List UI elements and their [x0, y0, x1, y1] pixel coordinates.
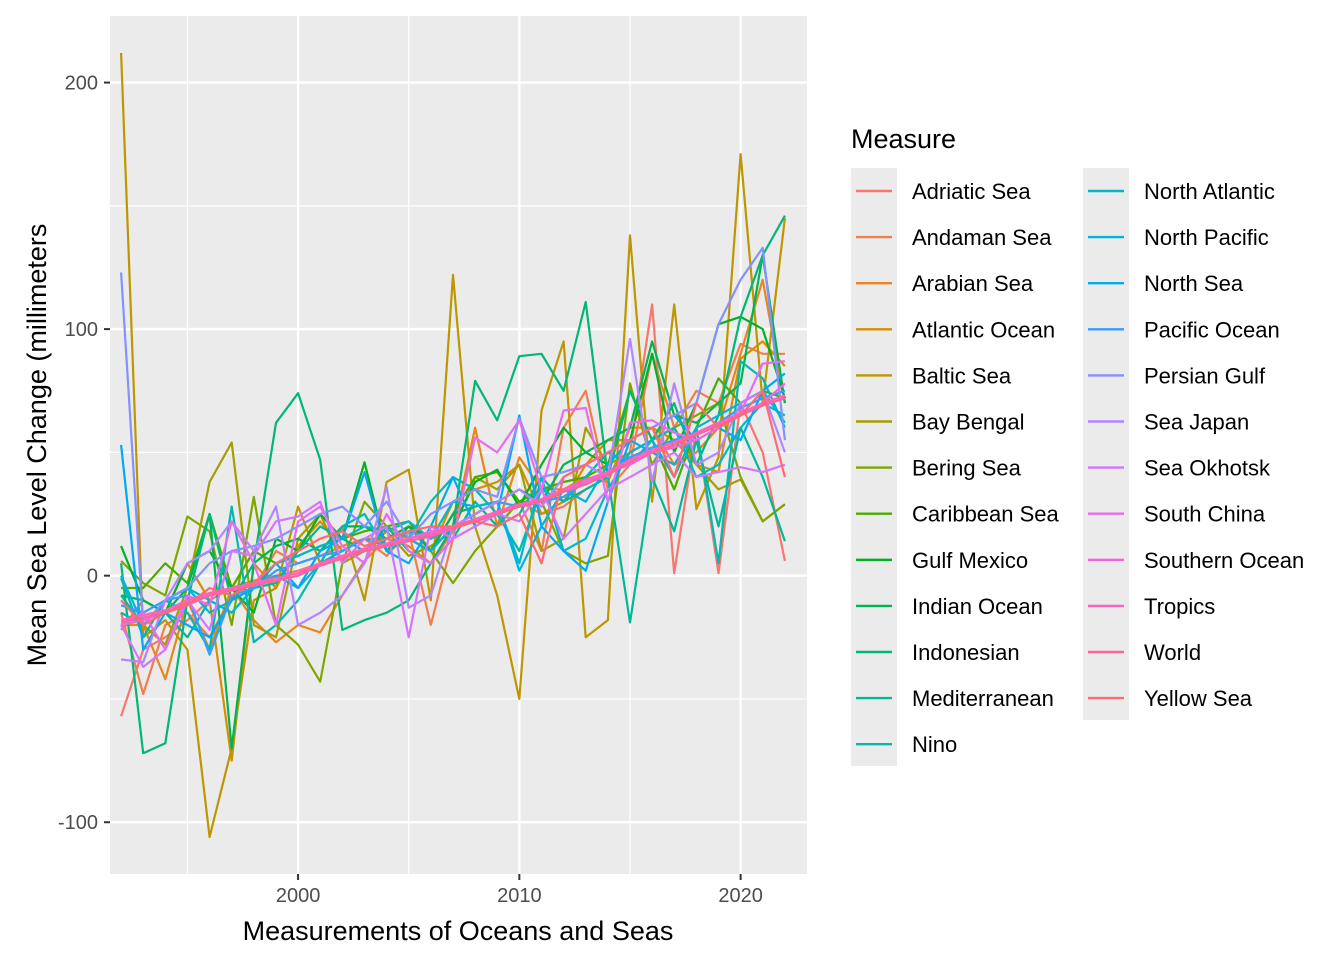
legend-label-adriatic-sea: Adriatic Sea — [912, 179, 1031, 204]
legend-label-tropics: Tropics — [1144, 594, 1215, 619]
legend-label-gulf-mexico: Gulf Mexico — [912, 548, 1028, 573]
legend-label-yellow-sea: Yellow Sea — [1144, 686, 1253, 711]
y-axis-title: Mean Sea Level Change (millimeters — [22, 224, 52, 667]
legend-label-caribbean-sea: Caribbean Sea — [912, 502, 1060, 527]
x-tick-label: 2010 — [497, 885, 542, 907]
y-tick-label: 0 — [87, 566, 98, 588]
x-tick-label: 2000 — [276, 885, 321, 907]
legend-label-pacific-ocean: Pacific Ocean — [1144, 317, 1280, 342]
series-lines — [120, 52, 786, 839]
legend-title: Measure — [851, 124, 956, 154]
legend-label-south-china: South China — [1144, 502, 1266, 527]
y-tick-label: 200 — [65, 73, 98, 95]
legend-label-north-pacific: North Pacific — [1144, 225, 1269, 250]
legend-label-indonesian: Indonesian — [912, 640, 1020, 665]
y-tick-label: 100 — [65, 319, 98, 341]
legend-label-bay-bengal: Bay Bengal — [912, 410, 1025, 435]
legend-label-atlantic-ocean: Atlantic Ocean — [912, 317, 1055, 342]
legend: Measure Adriatic Sea Andaman Sea Arabian S… — [851, 124, 1304, 766]
series-line-yellow-sea — [120, 389, 786, 627]
legend-label-bering-sea: Bering Sea — [912, 456, 1022, 481]
legend-key-column-2-background — [1083, 168, 1129, 720]
legend-label-arabian-sea: Arabian Sea — [912, 271, 1034, 296]
legend-label-baltic-sea: Baltic Sea — [912, 363, 1012, 388]
legend-label-nino: Nino — [912, 732, 957, 757]
series-line-world — [120, 397, 786, 624]
legend-label-north-atlantic: North Atlantic — [1144, 179, 1275, 204]
series-line-south-china — [120, 360, 786, 651]
legend-label-persian-gulf: Persian Gulf — [1144, 363, 1266, 388]
legend-label-indian-ocean: Indian Ocean — [912, 594, 1043, 619]
legend-items: Adriatic Sea Andaman Sea Arabian Sea Atlant… — [856, 179, 1304, 757]
legend-label-world: World — [1144, 640, 1201, 665]
x-axis-title: Measurements of Oceans and Seas — [243, 916, 674, 946]
legend-label-mediterranean: Mediterranean — [912, 686, 1054, 711]
legend-label-sea-okhotsk: Sea Okhotsk — [1144, 456, 1271, 481]
x-axis: 2000 2010 2020 — [276, 874, 763, 907]
legend-label-sea-japan: Sea Japan — [1144, 410, 1249, 435]
legend-label-andaman-sea: Andaman Sea — [912, 225, 1052, 250]
legend-label-southern-ocean: Southern Ocean — [1144, 548, 1304, 573]
x-tick-label: 2020 — [718, 885, 763, 907]
legend-label-north-sea: North Sea — [1144, 271, 1244, 296]
y-axis: -100 0 100 200 — [58, 73, 110, 834]
y-tick-label: -100 — [58, 812, 98, 834]
